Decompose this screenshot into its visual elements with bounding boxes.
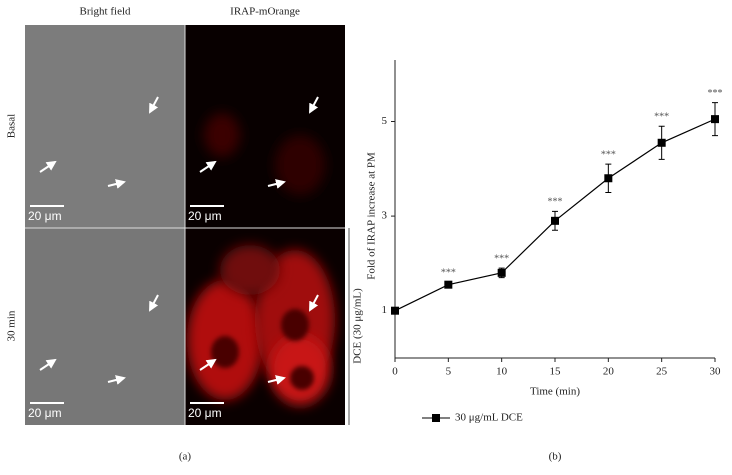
bright-basal: [25, 25, 185, 228]
x-tick-label: 10: [496, 366, 508, 378]
marker: [604, 174, 613, 183]
caption: (a): [179, 451, 192, 463]
treatment-label: DCE (30 μg/mL): [352, 288, 364, 364]
bright-30min: [25, 228, 185, 425]
x-tick-label: 15: [550, 366, 562, 378]
scale-label: 20 μm: [28, 406, 62, 420]
column-label: Bright field: [79, 6, 131, 18]
x-tick-label: 5: [446, 366, 452, 378]
y-axis-label: Fold of IRAP increase at PM: [366, 152, 378, 280]
scale-label: 20 μm: [28, 209, 62, 223]
significance: ***: [654, 112, 669, 123]
significance: ***: [708, 88, 723, 99]
marker: [391, 306, 399, 315]
caption: (b): [549, 451, 562, 463]
marker: [444, 280, 453, 289]
arrows: [39, 96, 319, 385]
marker: [551, 216, 559, 225]
x-tick-label: 20: [603, 366, 615, 378]
legend-label: 30 μg/mL DCE: [455, 412, 523, 424]
column-label: IRAP-mOrange: [230, 6, 300, 18]
scale-bars: [30, 205, 224, 404]
scale-label: 20 μm: [188, 209, 222, 223]
row-label: Basal: [6, 114, 18, 138]
significance: ***: [494, 253, 509, 264]
cells: [187, 113, 335, 405]
micrographs: 20 μm 20 μm 20 μm 20 μm: [25, 25, 350, 425]
significance: ***: [441, 268, 456, 279]
significance: ***: [548, 197, 563, 208]
marker: [657, 138, 666, 147]
scale-label: 20 μm: [188, 406, 222, 420]
marker: [711, 115, 719, 124]
x-tick-label: 25: [656, 366, 668, 378]
x-tick-label: 0: [392, 366, 398, 378]
marker: [497, 268, 506, 277]
legend-marker: [432, 414, 440, 422]
x-tick-label: 30: [710, 366, 722, 378]
y-tick-label: 5: [382, 115, 388, 127]
y-tick-label: 3: [382, 210, 388, 222]
significance: ***: [601, 149, 616, 160]
row-label: 30 min: [6, 310, 18, 341]
x-axis-label: Time (min): [530, 386, 580, 398]
y-tick-label: 1: [382, 304, 388, 316]
